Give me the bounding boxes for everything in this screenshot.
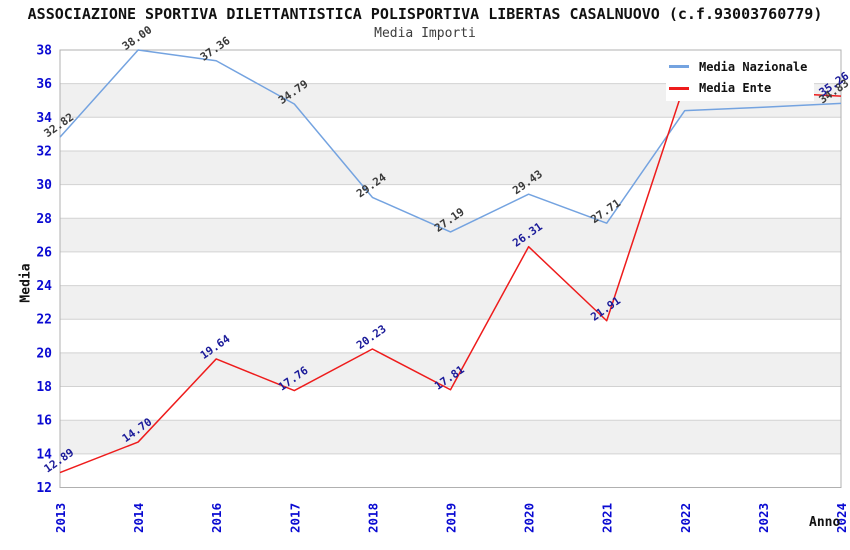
y-tick-label: 34: [36, 111, 52, 126]
ente-line-swatch-icon: [669, 86, 689, 90]
x-tick-label: 2019: [444, 503, 459, 533]
y-tick-label: 28: [36, 212, 52, 227]
plot-band: [60, 420, 841, 454]
legend-label-ente: Media Ente: [699, 81, 772, 96]
nazionale-line-swatch-icon: [669, 65, 689, 69]
chart-title: ASSOCIAZIONE SPORTIVA DILETTANTISTICA PO…: [27, 5, 823, 23]
x-tick-label: 2013: [53, 503, 68, 533]
point-label: 20.23: [354, 322, 389, 352]
x-axis-title: Anno: [809, 515, 841, 530]
x-tick-label: 2022: [678, 503, 693, 533]
x-tick-label: 2018: [365, 503, 380, 533]
series-line: [59, 82, 842, 474]
y-tick-label: 38: [36, 44, 52, 59]
point-label: 38.00: [120, 23, 155, 53]
x-tick-label: 2021: [600, 503, 615, 533]
y-tick-label: 24: [36, 279, 52, 294]
y-tick-label: 22: [36, 313, 52, 328]
plot-band: [60, 285, 841, 320]
y-tick-label: 12: [36, 481, 52, 496]
chart-subtitle: Media Importi: [374, 26, 476, 41]
x-tick-label: 2014: [131, 503, 146, 533]
y-tick-label: 30: [36, 178, 52, 193]
x-tick-label: 2024: [834, 503, 849, 533]
legend-item-nazionale: Media Nazionale: [669, 60, 814, 74]
series-line: [59, 49, 842, 233]
x-tick-label: 2020: [522, 503, 537, 533]
point-label: 37.36: [198, 34, 233, 64]
plot-band: [60, 218, 841, 252]
y-tick-label: 14: [36, 447, 52, 462]
legend-item-ente: Media Ente: [669, 81, 814, 95]
y-tick-label: 18: [36, 380, 52, 395]
y-tick-label: 26: [36, 245, 52, 260]
legend-label-nazionale: Media Nazionale: [699, 59, 808, 74]
x-tick-label: 2017: [287, 503, 302, 533]
y-tick-label: 20: [36, 346, 52, 361]
x-tick-label: 2016: [209, 503, 224, 533]
y-tick-label: 16: [36, 414, 52, 429]
plot-band: [60, 150, 841, 185]
y-tick-label: 32: [36, 144, 52, 159]
y-tick-label: 36: [36, 77, 52, 92]
plot-band: [60, 352, 841, 387]
legend-box: Media Nazionale Media Ente: [666, 54, 814, 101]
y-axis-title: Media: [18, 263, 34, 303]
x-tick-label: 2023: [756, 503, 771, 533]
plot-border: [59, 49, 842, 488]
